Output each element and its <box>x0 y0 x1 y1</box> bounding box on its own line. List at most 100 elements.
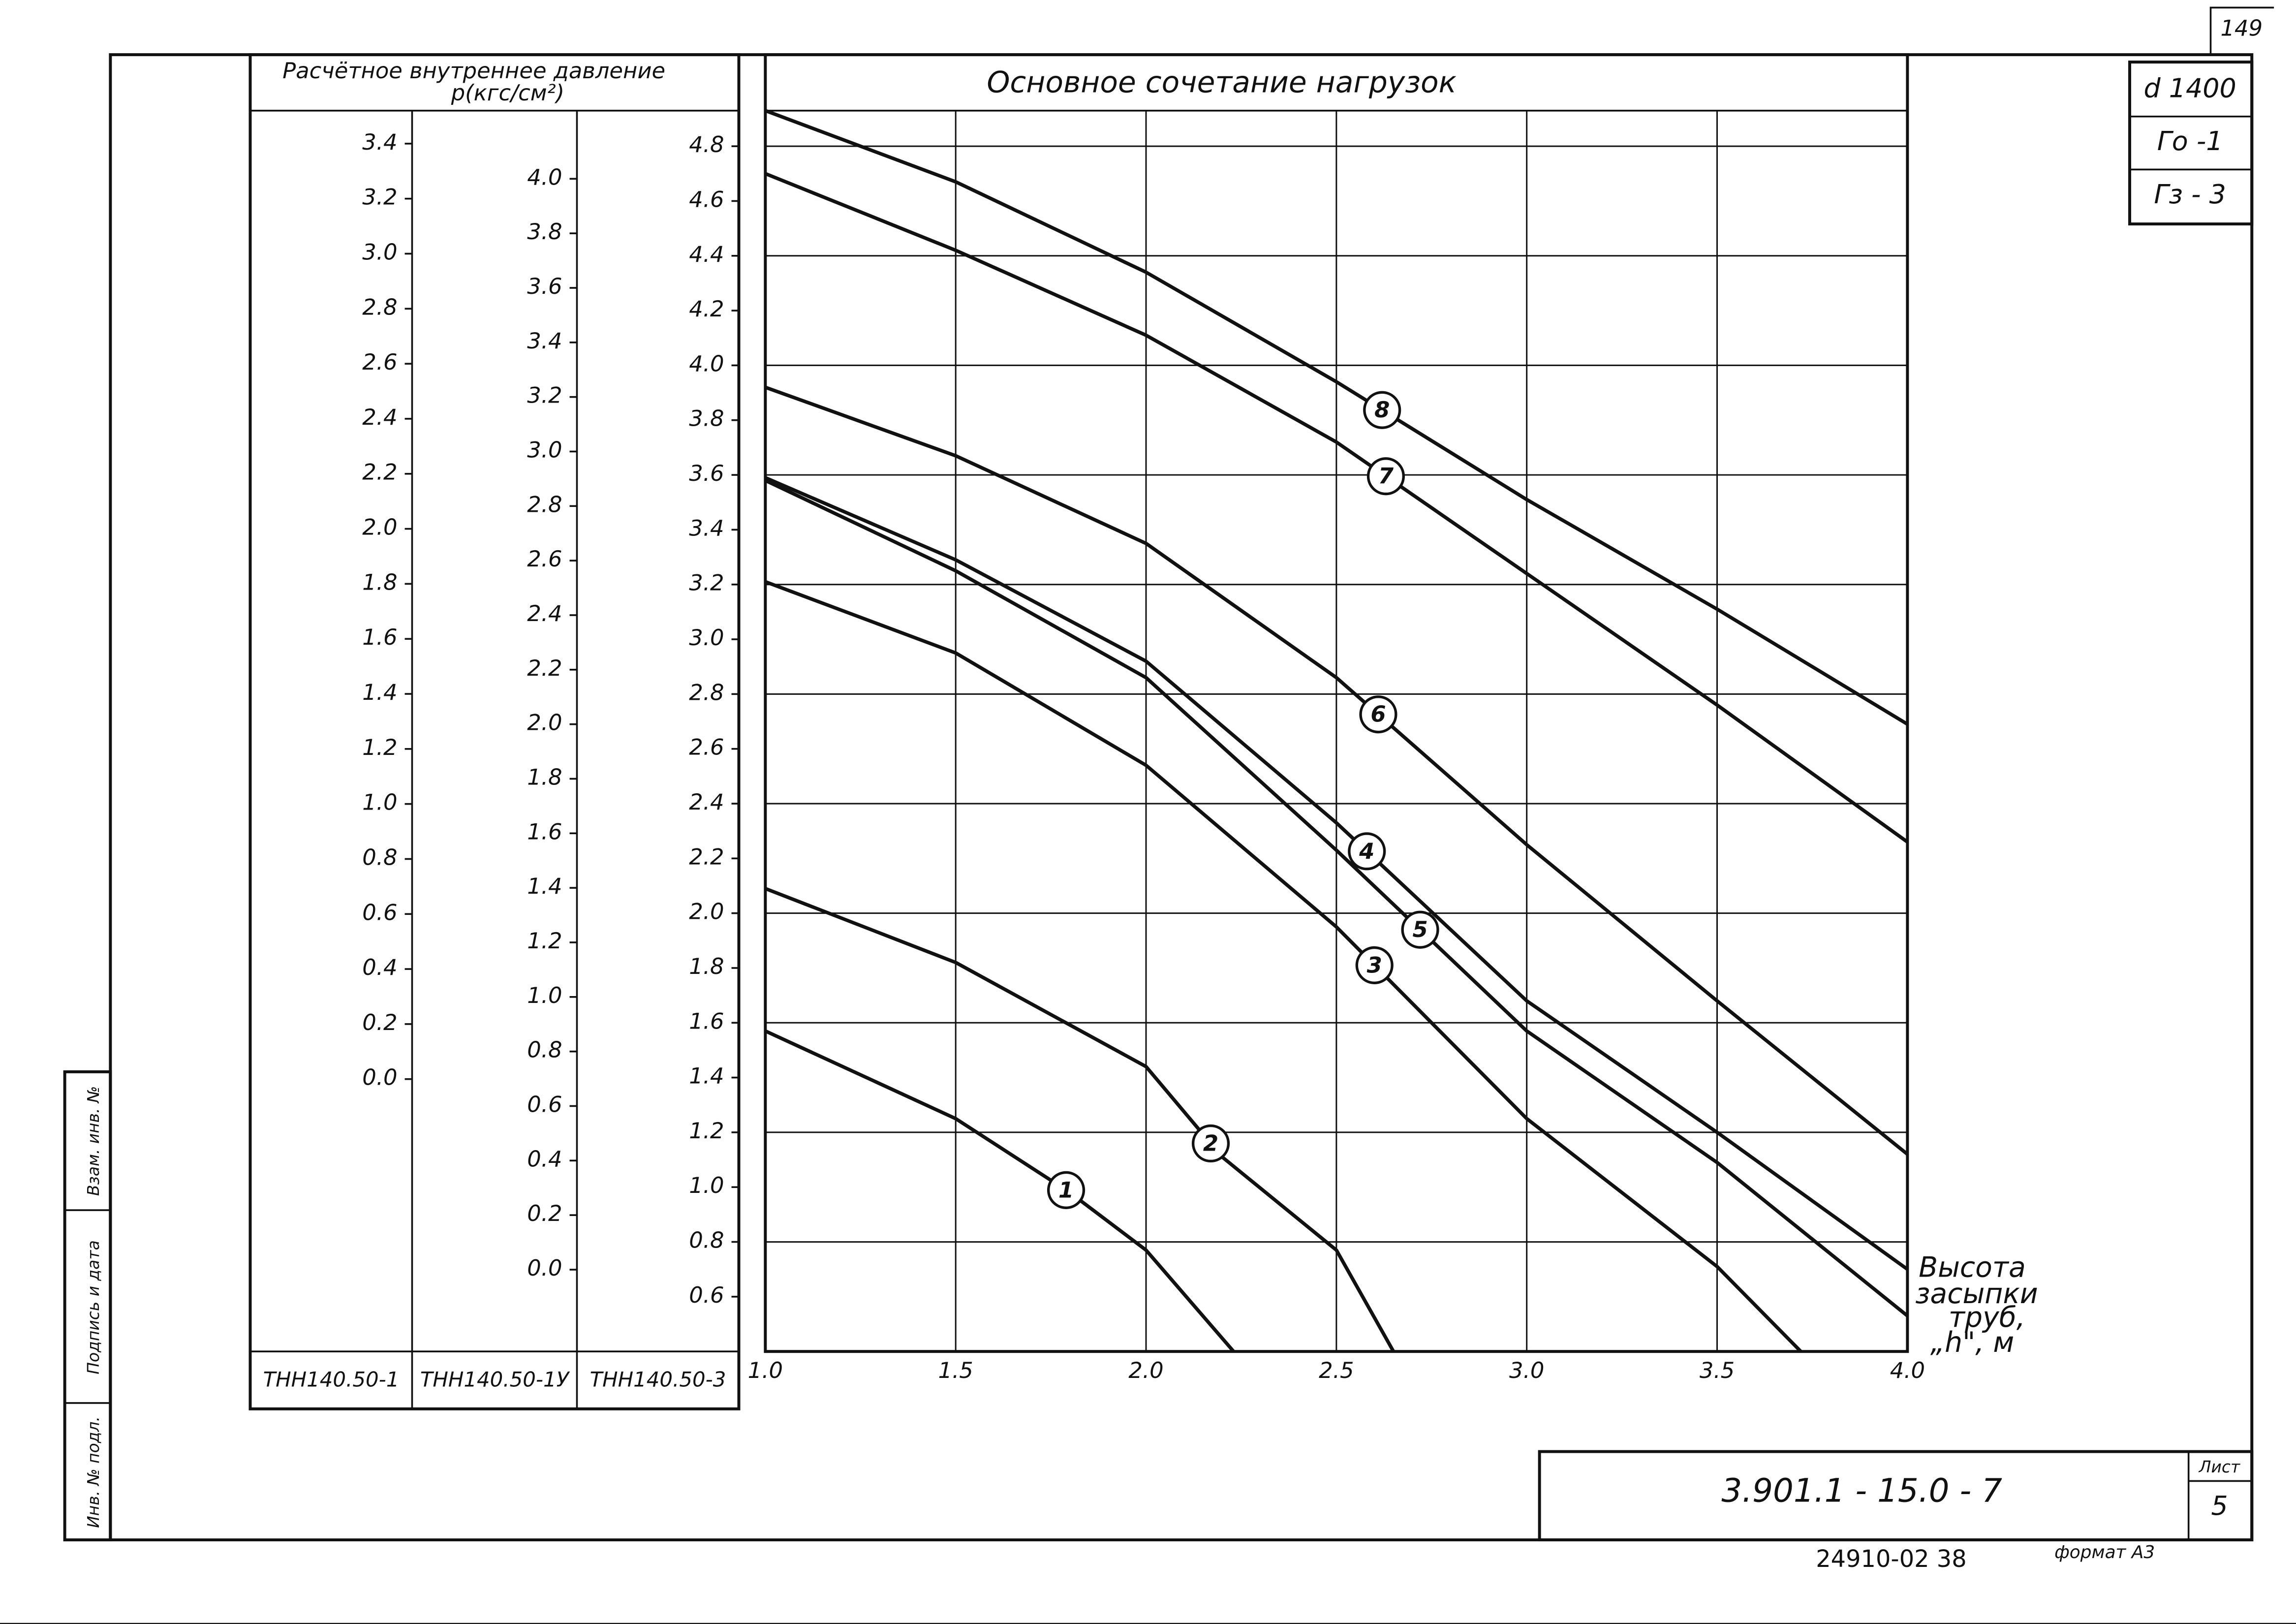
column-label: ТНН140.50-3 <box>590 1368 726 1392</box>
chart-title: Основное сочетание нагрузок <box>987 65 1456 100</box>
curve <box>765 109 1909 726</box>
y-tick-label: 0.4 <box>362 954 397 980</box>
x-tick-label: 4.0 <box>1890 1357 1925 1383</box>
y-tick-label: 1.8 <box>689 953 724 979</box>
x-tick-label: 3.5 <box>1700 1357 1735 1383</box>
x-axis-label: „h", м <box>1930 1326 2015 1359</box>
curve-label-circle <box>1401 910 1439 949</box>
format: формат А3 <box>2054 1542 2155 1562</box>
y-tick-label: 2.8 <box>362 294 397 320</box>
curve-label-circle <box>1366 457 1405 496</box>
y-tick-label: 1.6 <box>527 818 562 844</box>
curve-label: 7 <box>1378 463 1394 489</box>
curve <box>765 580 1802 1353</box>
curve-label: 2 <box>1203 1130 1218 1156</box>
y-tick-label: 3.4 <box>527 328 562 354</box>
curve-label-circle <box>1348 832 1386 871</box>
y-tick-label: 1.8 <box>362 569 397 595</box>
y-tick-label: 1.0 <box>362 789 397 815</box>
y-tick-label: 3.8 <box>689 406 724 432</box>
y-tick-label: 2.0 <box>362 514 397 540</box>
y-tick-label: 2.4 <box>362 404 397 430</box>
curve-label-circle <box>1191 1124 1230 1163</box>
curve <box>764 478 1909 1317</box>
y-tick-label: 4.6 <box>689 186 724 212</box>
y-tick-label: 3.4 <box>689 515 724 541</box>
y-tick-label: 4.0 <box>689 350 724 376</box>
curve <box>764 476 1909 1271</box>
curve-label-circle <box>1363 391 1401 429</box>
y-tick-label: 3.0 <box>527 437 562 463</box>
x-tick-label: 1.5 <box>938 1357 973 1383</box>
stamp: Гз - 3 <box>2154 179 2226 210</box>
sheet-top: 149 <box>2221 15 2263 41</box>
curve-label-circle <box>1355 946 1394 984</box>
sheet: 5 <box>2211 1490 2228 1521</box>
y-tick-label: 2.6 <box>527 546 562 572</box>
y-tick-label: 1.0 <box>527 982 562 1008</box>
y-tick-label: 4.4 <box>689 241 724 267</box>
y-tick-label: 0.2 <box>362 1009 397 1035</box>
x-tick-label: 2.0 <box>1128 1357 1163 1383</box>
y-tick-label: 1.6 <box>689 1008 724 1034</box>
stamp: Го -1 <box>2157 125 2223 156</box>
y-tick-label: 0.8 <box>362 844 397 870</box>
y-tick-label: 0.6 <box>689 1282 724 1308</box>
curve-label-circle <box>1359 695 1397 734</box>
y-tick-label: 0.8 <box>527 1037 562 1063</box>
y-tick-label: 1.2 <box>362 734 397 760</box>
y-tick-label: 1.0 <box>689 1172 724 1198</box>
y-tick-label: 0.4 <box>527 1146 562 1172</box>
curve-label: 8 <box>1374 397 1390 423</box>
scale-table: Расчётное внутреннее давление p(кгс/см²)… <box>248 53 741 1410</box>
doc-code: 3.901.1 - 15.0 - 7 <box>1721 1471 2002 1509</box>
x-axis-label: Высота <box>1919 1251 2026 1283</box>
title-block <box>1538 1450 2254 1542</box>
curve-label: 3 <box>1367 952 1382 978</box>
table-header: p(кгс/см²) <box>451 80 564 106</box>
y-tick-label: 3.4 <box>362 129 397 155</box>
frame: 149 d 1400 Го -1 Гз - 3 3.901.1 - 15.0 -… <box>0 6 2296 1624</box>
y-tick-label: 3.0 <box>362 239 397 265</box>
table-box <box>248 53 741 1410</box>
y-tick-label: 4.0 <box>527 164 562 190</box>
y-tick-label: 1.4 <box>527 873 562 899</box>
y-tick-label: 1.6 <box>362 624 397 650</box>
x-tick-label: 2.5 <box>1319 1357 1354 1383</box>
y-tick-label: 1.2 <box>689 1118 724 1144</box>
side-label: Подпись и дата <box>84 1240 103 1374</box>
y-tick-label: 0.6 <box>362 899 397 925</box>
table-header: Расчётное внутреннее давление <box>282 58 665 84</box>
y-tick-label: 2.4 <box>527 600 562 626</box>
y-tick-label: 0.6 <box>527 1091 562 1117</box>
curve <box>765 385 1909 1156</box>
stamp-box <box>2128 61 2254 226</box>
sheet-number-box <box>2209 6 2274 55</box>
y-tick-label: 0.0 <box>527 1255 562 1281</box>
side-strip <box>63 1070 112 1542</box>
y-tick-label: 2.0 <box>527 710 562 736</box>
y-tick-label: 3.6 <box>527 273 562 299</box>
x-axis-label: труб, <box>1949 1301 2025 1334</box>
y-tick-label: 3.2 <box>689 570 724 596</box>
y-tick-label: 4.8 <box>689 131 724 157</box>
y-tick-label: 0.8 <box>689 1227 724 1253</box>
column-label: ТНН140.50-1У <box>420 1368 570 1392</box>
y-tick-label: 4.2 <box>689 296 724 322</box>
y-tick-label: 3.2 <box>527 382 562 408</box>
y-tick-label: 2.2 <box>527 655 562 681</box>
footer-number: 24910-02 38 <box>1816 1546 1966 1573</box>
y-tick-label: 2.2 <box>689 843 724 870</box>
side-label: Инв. № подл. <box>84 1416 103 1528</box>
y-tick-label: 0.0 <box>362 1064 397 1091</box>
stamp: d 1400 <box>2144 73 2236 104</box>
y-tick-label: 2.6 <box>689 734 724 760</box>
curve-label: 6 <box>1370 701 1386 727</box>
side-label: Взам. инв. № <box>84 1086 103 1196</box>
y-tick-label: 1.4 <box>689 1063 724 1089</box>
curve-label: 5 <box>1412 916 1427 942</box>
x-axis-label: засыпки <box>1915 1278 2038 1310</box>
y-tick-label: 1.8 <box>527 764 562 790</box>
curve <box>764 172 1909 843</box>
y-tick-label: 3.2 <box>362 184 397 210</box>
